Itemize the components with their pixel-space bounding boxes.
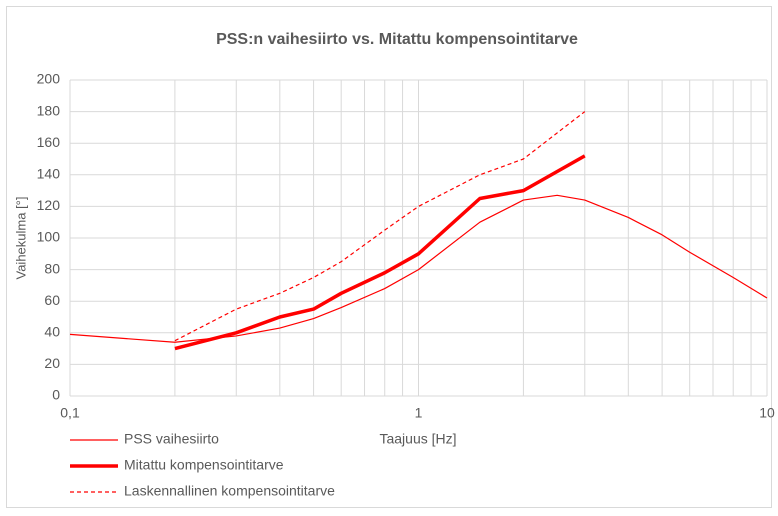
legend-label: PSS vaihesiirto xyxy=(124,431,219,447)
x-tick-label: 1 xyxy=(415,405,423,421)
y-tick-label: 120 xyxy=(37,197,61,213)
y-axis-label: Vaihekulma [°] xyxy=(13,197,28,280)
legend-label: Mitattu kompensointitarve xyxy=(124,457,284,473)
x-axis-label: Taajuus [Hz] xyxy=(379,431,456,447)
y-tick-label: 40 xyxy=(44,324,60,340)
series-line xyxy=(174,154,586,351)
y-tick-label: 60 xyxy=(44,292,60,308)
y-tick-label: 0 xyxy=(52,387,60,403)
series-line xyxy=(174,111,586,342)
y-tick-label: 200 xyxy=(37,71,61,87)
y-tick-label: 20 xyxy=(44,355,60,371)
y-tick-label: 140 xyxy=(37,166,61,182)
x-tick-label: 10 xyxy=(759,405,775,421)
y-tick-label: 80 xyxy=(44,260,60,276)
y-tick-label: 160 xyxy=(37,134,61,150)
legend-label: Laskennallinen kompensointitarve xyxy=(124,483,335,499)
y-tick-label: 100 xyxy=(37,229,61,245)
y-tick-label: 180 xyxy=(37,102,61,118)
chart-border xyxy=(6,6,772,508)
series-line xyxy=(69,194,768,343)
x-tick-label: 0,1 xyxy=(60,405,80,421)
chart-title: PSS:n vaihesiirto vs. Mitattu kompensoin… xyxy=(216,31,578,48)
